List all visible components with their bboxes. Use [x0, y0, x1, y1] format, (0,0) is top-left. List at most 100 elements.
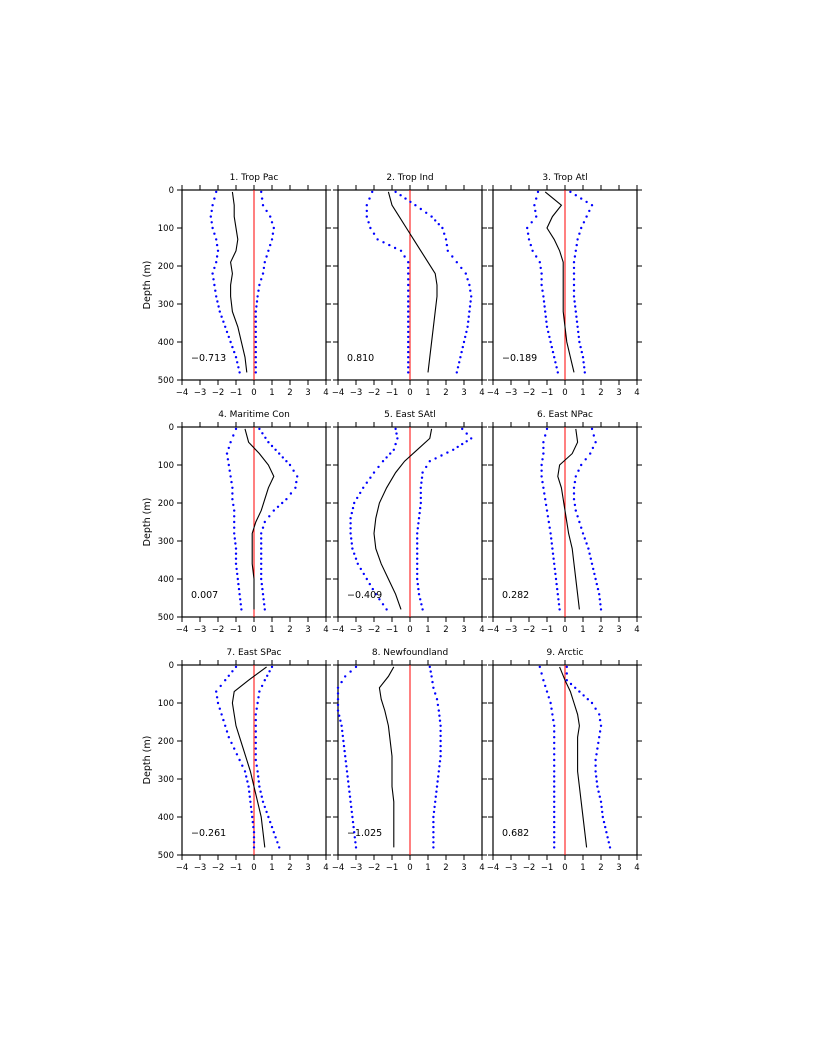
lower-bound-point	[407, 300, 410, 303]
upper-bound-point	[600, 805, 603, 809]
lower-bound-point	[545, 320, 548, 323]
upper-bound-point	[605, 831, 608, 834]
upper-bound-point	[439, 739, 442, 743]
lower-bound-point	[236, 361, 239, 364]
y-tick-label: 0	[169, 661, 174, 671]
x-tick-label: −2	[368, 388, 381, 398]
lower-bound-point	[218, 707, 221, 710]
lower-bound-point	[407, 361, 410, 364]
x-tick-label: 4	[634, 388, 639, 398]
x-tick-label: 0	[251, 863, 256, 873]
lower-bound-point	[540, 283, 543, 287]
upper-bound-point	[255, 764, 258, 767]
upper-bound-point	[598, 718, 602, 722]
upper-bound-point	[572, 498, 576, 501]
upper-bound-point	[272, 509, 275, 512]
lower-bound-point	[407, 366, 410, 369]
upper-bound-point	[583, 537, 586, 540]
lower-bound-point	[365, 215, 368, 218]
lower-bound-point	[225, 730, 229, 733]
upper-bound-point	[438, 765, 441, 768]
upper-bound-point	[436, 780, 439, 783]
lower-bound-point	[534, 209, 537, 213]
lower-bound-point	[234, 542, 237, 545]
upper-bound-point	[257, 289, 260, 292]
panel-value-label: 0.810	[347, 353, 374, 364]
upper-bound-point	[419, 598, 422, 601]
lower-bound-point	[539, 266, 542, 270]
upper-bound-point	[430, 215, 433, 218]
lower-bound-point	[556, 371, 559, 374]
upper-bound-point	[583, 366, 586, 369]
lower-bound-point	[227, 335, 230, 339]
upper-bound-point	[260, 572, 263, 576]
lower-bound-point	[551, 547, 554, 550]
upper-bound-point	[260, 567, 263, 571]
x-tick-label: −4	[487, 625, 500, 635]
x-tick-label: 1	[425, 863, 430, 873]
panel-value-label: −0.409	[347, 590, 382, 601]
lower-bound-point	[353, 831, 356, 834]
upper-bound-point	[467, 320, 470, 323]
upper-bound-point	[255, 707, 258, 710]
lower-bound-point	[222, 320, 225, 323]
upper-bound-point	[439, 724, 442, 727]
upper-bound-point	[576, 325, 579, 328]
lower-bound-point	[545, 325, 549, 328]
upper-bound-point	[608, 846, 612, 849]
lower-bound-point	[362, 572, 365, 576]
lower-bound-series	[365, 190, 410, 374]
lower-bound-point	[338, 714, 341, 717]
upper-bound-point	[281, 501, 284, 505]
lower-bound-point	[235, 567, 238, 571]
upper-bound-point	[288, 463, 292, 467]
lower-bound-point	[351, 506, 355, 510]
lower-bound-point	[553, 356, 556, 359]
lower-bound-point	[540, 475, 543, 478]
upper-bound-point	[419, 501, 422, 505]
x-tick-label: 4	[479, 863, 484, 873]
lower-bound-point	[349, 670, 352, 673]
upper-bound-point	[445, 243, 449, 247]
lower-bound-point	[553, 753, 556, 756]
upper-bound-point	[470, 437, 473, 440]
upper-bound-point	[256, 295, 259, 298]
upper-bound-point	[265, 209, 268, 213]
lower-bound-point	[538, 665, 541, 669]
y-tick-label: 200	[158, 262, 174, 272]
lower-bound-point	[368, 582, 371, 586]
lower-bound-point	[252, 836, 256, 839]
upper-bound-point	[268, 515, 271, 518]
upper-bound-point	[596, 747, 599, 750]
upper-bound-point	[269, 820, 272, 824]
x-tick-label: 0	[251, 625, 256, 635]
upper-bound-point	[254, 741, 257, 745]
upper-bound-point	[582, 221, 586, 224]
upper-bound-point	[438, 714, 441, 717]
x-tick-label: 1	[269, 388, 274, 398]
lower-bound-point	[551, 350, 555, 354]
upper-bound-point	[274, 836, 277, 839]
lower-bound-point	[345, 770, 349, 773]
upper-bound-point	[272, 831, 275, 834]
lower-bound-point	[556, 593, 559, 596]
x-tick-label: −3	[350, 388, 363, 398]
upper-bound-point	[417, 522, 420, 525]
upper-bound-point	[589, 557, 592, 560]
upper-bound-point	[258, 283, 261, 287]
lower-bound-point	[407, 356, 410, 359]
lower-bound-point	[394, 442, 397, 446]
upper-bound-point	[461, 442, 464, 446]
upper-bound-point	[263, 608, 266, 611]
lower-bound-point	[213, 232, 216, 235]
lower-bound-point	[407, 272, 410, 275]
upper-bound-point	[469, 300, 472, 303]
lower-bound-point	[227, 463, 230, 467]
lower-bound-point	[353, 501, 356, 505]
upper-bound-point	[262, 266, 266, 270]
upper-bound-point	[590, 204, 594, 207]
upper-bound-point	[574, 310, 577, 313]
upper-bound-point	[267, 249, 270, 252]
lower-bound-point	[233, 532, 236, 535]
upper-bound-point	[578, 340, 581, 344]
